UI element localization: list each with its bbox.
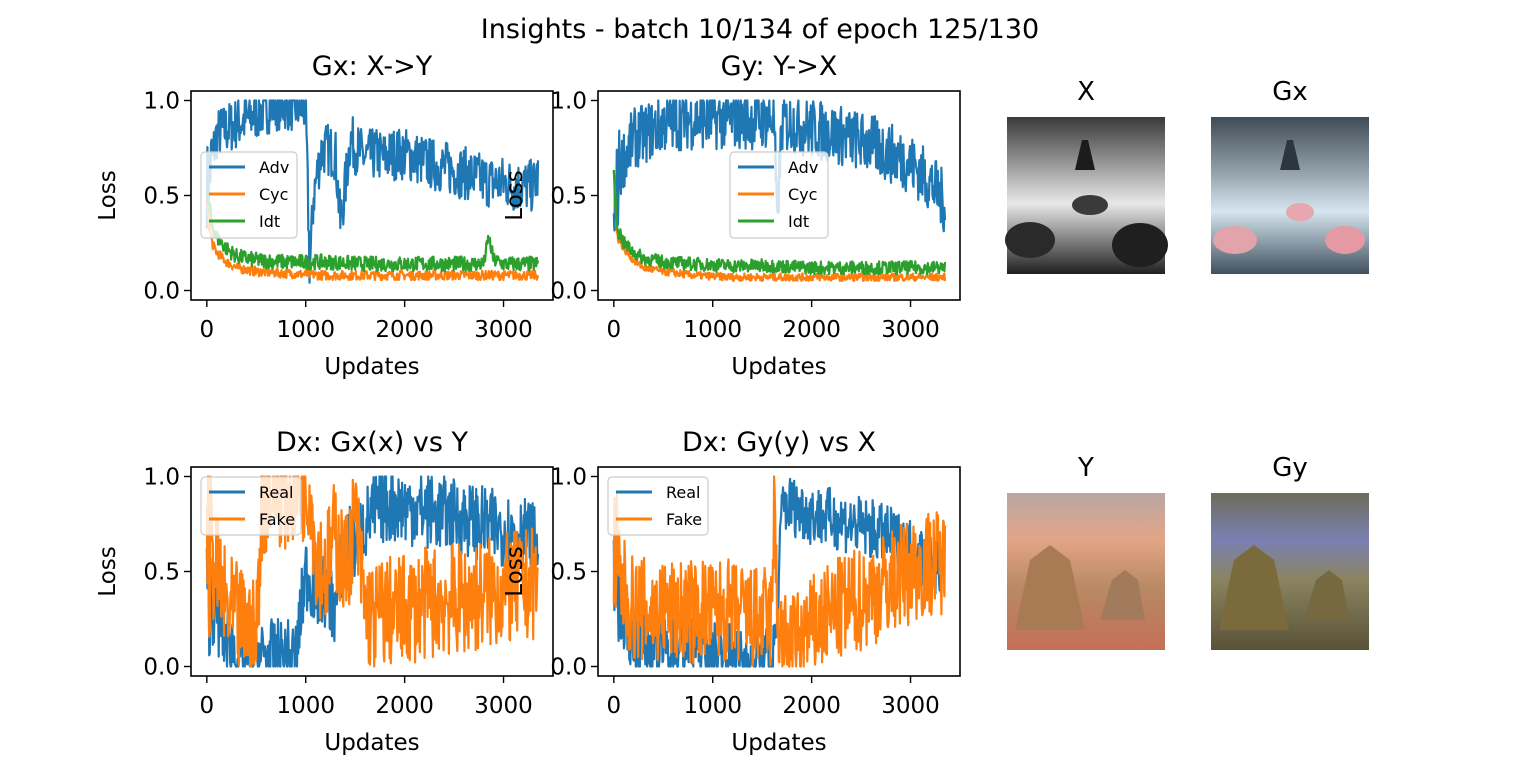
- figure-suptitle: Insights - batch 10/134 of epoch 125/130: [481, 14, 1039, 45]
- chart-dx-gy-vs-x: 0 1000 2000 3000 0.0 0.5 1.0 Dx: Gy(y) vs X Upda…: [502, 427, 961, 756]
- image-title-y: Y: [1077, 453, 1094, 483]
- y-axis-label: Loss: [502, 546, 528, 596]
- image-gy-haystack: [1219, 545, 1289, 630]
- x-tick-label: 1000: [276, 317, 335, 343]
- image-gx-artifact: [1325, 226, 1365, 254]
- x-axis-label: Updates: [324, 354, 419, 380]
- chart-title: Gx: X->Y: [312, 51, 433, 82]
- x-tick-label: 3000: [881, 693, 940, 719]
- legend: Real Fake: [607, 476, 709, 536]
- image-gy-haystack: [1304, 570, 1349, 620]
- image-panel-gx: Gx: [1211, 77, 1369, 274]
- image-x-rock: [1005, 222, 1055, 258]
- y-tick-label: 0.5: [143, 184, 180, 210]
- y-tick-label: 1.0: [550, 89, 587, 115]
- x-tick-label: 0: [200, 317, 215, 343]
- series-line-idt: [612, 169, 947, 276]
- legend-label-idt: Idt: [259, 212, 280, 231]
- image-x-rock: [1072, 195, 1108, 215]
- legend-label-adv: Adv: [788, 158, 818, 177]
- image-title-gx: Gx: [1272, 77, 1308, 107]
- legend-label-fake: Fake: [666, 510, 702, 529]
- legend: Real Fake: [200, 476, 302, 536]
- image-gx-rock-spire: [1280, 140, 1300, 170]
- x-tick-label: 0: [607, 317, 622, 343]
- legend: Adv Cyc Idt: [200, 151, 298, 239]
- y-tick-label: 0.0: [143, 655, 180, 681]
- series-line-cyc: [612, 170, 947, 283]
- y-tick-label: 0.5: [143, 560, 180, 586]
- y-tick-label: 0.5: [550, 184, 587, 210]
- y-axis-label: Loss: [95, 170, 121, 220]
- legend-label-fake: Fake: [259, 510, 295, 529]
- y-tick-label: 0.0: [143, 279, 180, 305]
- series-line-fake: [612, 475, 947, 668]
- series-line-cyc: [205, 202, 540, 282]
- y-axis-label: Loss: [502, 170, 528, 220]
- x-tick-label: 3000: [881, 317, 940, 343]
- x-axis-label: Updates: [324, 730, 419, 756]
- chart-title: Gy: Y->X: [721, 51, 838, 82]
- x-tick-label: 2000: [782, 317, 841, 343]
- image-y-haystack: [1015, 545, 1085, 630]
- image-title-gy: Gy: [1272, 453, 1308, 483]
- image-x-rock-spire: [1075, 140, 1095, 170]
- image-panel-y: Y: [1007, 453, 1165, 650]
- y-tick-label: 1.0: [550, 465, 587, 491]
- y-tick-label: 0.0: [550, 655, 587, 681]
- x-tick-label: 1000: [683, 317, 742, 343]
- x-tick-label: 2000: [375, 693, 434, 719]
- x-tick-label: 0: [200, 693, 215, 719]
- chart-gx-x-to-y: 0 1000 2000 3000 0.0 0.5 1.0 Gx: X->Y Updates Los…: [95, 51, 554, 380]
- image-panel-x: X: [1005, 77, 1168, 274]
- image-y-haystack: [1100, 570, 1145, 620]
- chart-gy-y-to-x: 0 1000 2000 3000 0.0 0.5 1.0 Gy: Y->X Updates Los…: [502, 51, 961, 380]
- x-tick-label: 1000: [276, 693, 335, 719]
- image-panel-gy: Gy: [1211, 453, 1369, 650]
- y-tick-label: 0.0: [550, 279, 587, 305]
- image-gx-artifact: [1286, 203, 1314, 221]
- series-line-adv: [205, 99, 540, 284]
- legend-label-real: Real: [666, 483, 701, 502]
- legend-label-cyc: Cyc: [259, 185, 288, 204]
- image-title-x: X: [1077, 77, 1095, 107]
- y-tick-label: 1.0: [143, 465, 180, 491]
- x-tick-label: 2000: [375, 317, 434, 343]
- legend-box: [729, 151, 829, 239]
- legend-box: [200, 151, 298, 239]
- series-line-fake: [205, 475, 540, 668]
- legend-label-adv: Adv: [259, 158, 289, 177]
- image-x-rock: [1112, 223, 1168, 267]
- chart-title: Dx: Gy(y) vs X: [682, 427, 876, 458]
- x-axis-label: Updates: [731, 354, 826, 380]
- y-tick-label: 0.5: [550, 560, 587, 586]
- legend: Adv Cyc Idt: [729, 151, 829, 239]
- image-gx-artifact: [1213, 226, 1257, 254]
- y-axis-label: Loss: [95, 546, 121, 596]
- x-tick-label: 1000: [683, 693, 742, 719]
- chart-dx-gx-vs-y: 0 1000 2000 3000 0.0 0.5 1.0 Dx: Gx(x) vs Y Upda…: [95, 427, 554, 756]
- x-axis-label: Updates: [731, 730, 826, 756]
- series-line-idt: [206, 188, 540, 273]
- legend-label-real: Real: [259, 483, 294, 502]
- series-line-real: [205, 475, 540, 668]
- series-line-real: [612, 477, 946, 668]
- y-tick-label: 1.0: [143, 89, 180, 115]
- chart-title: Dx: Gx(x) vs Y: [276, 427, 469, 458]
- legend-label-cyc: Cyc: [788, 185, 817, 204]
- x-tick-label: 3000: [474, 693, 533, 719]
- x-tick-label: 3000: [474, 317, 533, 343]
- legend-label-idt: Idt: [788, 212, 809, 231]
- x-tick-label: 2000: [782, 693, 841, 719]
- x-tick-label: 0: [607, 693, 622, 719]
